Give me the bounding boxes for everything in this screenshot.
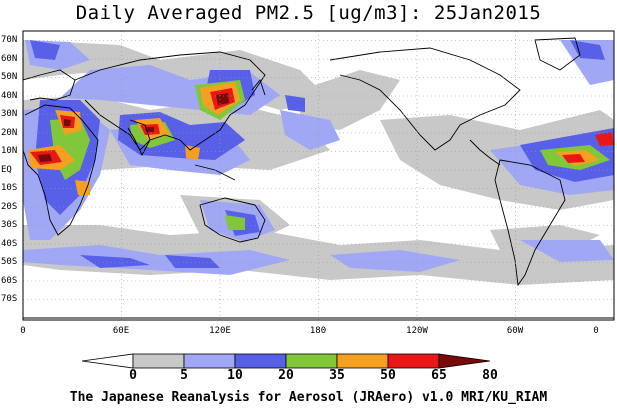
colorbar-segment: [132, 353, 185, 369]
map-frame: [22, 30, 615, 321]
lat-label: 70N: [1, 35, 18, 45]
lat-label: 20S: [1, 202, 18, 212]
gridlines: [23, 31, 614, 320]
lon-label: 120W: [406, 326, 428, 336]
lat-label: 20N: [1, 128, 18, 138]
lat-label: 40S: [1, 239, 18, 249]
colorbar-tick-label: 5: [180, 368, 188, 383]
lat-label: 50S: [1, 257, 18, 267]
colorbar-segment: [81, 353, 134, 369]
colorbar-tick-label: 10: [227, 368, 243, 383]
colorbar-tick-label: 0: [129, 368, 137, 383]
map-title: Daily Averaged PM2.5 [ug/m3]: 25Jan2015: [75, 2, 542, 24]
lat-label: 70S: [1, 294, 18, 304]
colorbar-segment: [234, 353, 287, 369]
colorbar-segment: [387, 353, 440, 369]
colorbar-segment: [336, 353, 389, 369]
lon-label: 0: [593, 326, 599, 336]
lat-label: 10S: [1, 183, 18, 193]
colorbar-tick-label: 65: [431, 368, 447, 383]
lat-label: 10N: [1, 146, 18, 156]
lon-label: 60E: [112, 326, 130, 336]
lat-label: 60S: [1, 276, 18, 286]
concentration-field: [23, 40, 614, 285]
lat-label: 30N: [1, 109, 18, 119]
lon-label: 120E: [209, 326, 231, 336]
colorbar-tick-label: 20: [278, 368, 294, 383]
colorbar-tick-label: 80: [482, 368, 498, 383]
colorbar-segment: [285, 353, 338, 369]
lon-label: 0: [20, 326, 26, 336]
lat-label: EQ: [1, 165, 12, 175]
colorbar-segment: [438, 353, 491, 369]
lat-label: 40N: [1, 91, 18, 101]
colorbar-tick-label: 35: [329, 368, 345, 383]
footer-credit: The Japanese Reanalysis for Aerosol (JRA…: [69, 390, 548, 405]
lat-label: 60N: [1, 54, 18, 64]
lat-label: 50N: [1, 72, 18, 82]
lat-label: 30S: [1, 220, 18, 230]
colorbar-segment: [183, 353, 236, 369]
colorbar-tick-label: 50: [380, 368, 396, 383]
lon-label: 60W: [506, 326, 524, 336]
coastlines: [23, 37, 614, 319]
lon-label: 180: [309, 326, 327, 336]
